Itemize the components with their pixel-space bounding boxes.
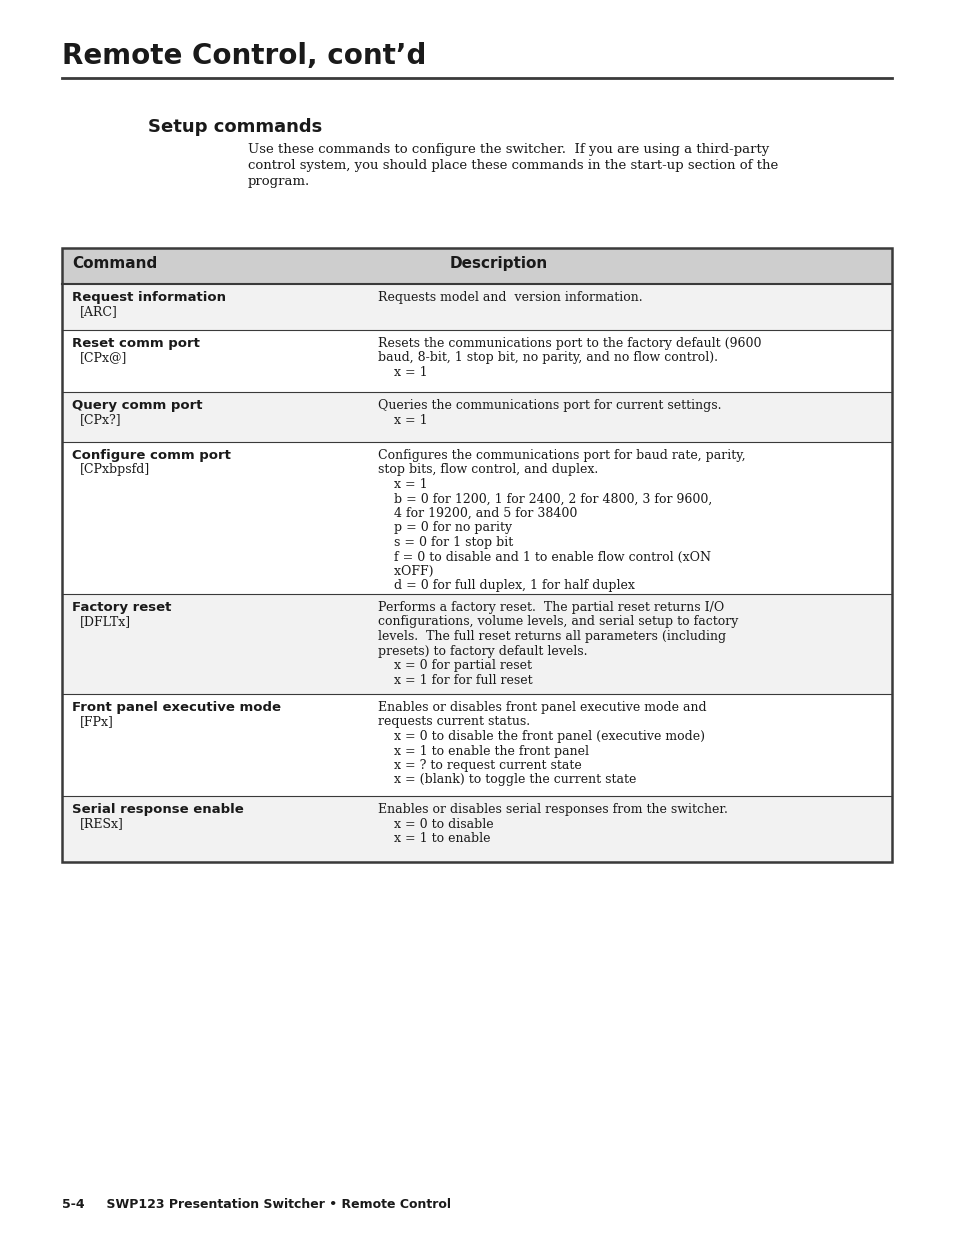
Text: configurations, volume levels, and serial setup to factory: configurations, volume levels, and seria… (377, 615, 738, 629)
Text: stop bits, flow control, and duplex.: stop bits, flow control, and duplex. (377, 463, 598, 477)
Text: baud, 8-bit, 1 stop bit, no parity, and no flow control).: baud, 8-bit, 1 stop bit, no parity, and … (377, 352, 718, 364)
Text: Request information: Request information (71, 291, 226, 304)
Bar (62, 248, 891, 284)
Bar (62, 248, 891, 862)
Text: Remote Control, cont’d: Remote Control, cont’d (62, 42, 426, 70)
Text: xOFF): xOFF) (377, 564, 433, 578)
Text: [CPx?]: [CPx?] (80, 412, 121, 426)
Text: Queries the communications port for current settings.: Queries the communications port for curr… (377, 399, 720, 412)
Text: Description: Description (450, 256, 548, 270)
Bar (62, 797, 891, 862)
Text: x = 0 to disable: x = 0 to disable (377, 818, 493, 830)
Text: levels.  The full reset returns all parameters (including: levels. The full reset returns all param… (377, 630, 725, 643)
Text: 5-4     SWP123 Presentation Switcher • Remote Control: 5-4 SWP123 Presentation Switcher • Remot… (62, 1198, 451, 1212)
Text: x = 1: x = 1 (377, 366, 427, 379)
Text: Configure comm port: Configure comm port (71, 450, 231, 462)
Bar (62, 594, 891, 694)
Text: x = 1: x = 1 (377, 414, 427, 426)
Text: x = 1 to enable the front panel: x = 1 to enable the front panel (377, 745, 588, 757)
Bar (62, 694, 891, 797)
Text: x = 1 for for full reset: x = 1 for for full reset (377, 673, 532, 687)
Text: Command: Command (71, 256, 157, 270)
Bar (62, 391, 891, 442)
Text: program.: program. (248, 175, 310, 188)
Text: [ARC]: [ARC] (80, 305, 118, 317)
Text: Resets the communications port to the factory default (9600: Resets the communications port to the fa… (377, 337, 760, 350)
Text: x = (blank) to toggle the current state: x = (blank) to toggle the current state (377, 773, 636, 787)
Text: Configures the communications port for baud rate, parity,: Configures the communications port for b… (377, 450, 745, 462)
Text: Enables or disables serial responses from the switcher.: Enables or disables serial responses fro… (377, 803, 727, 816)
Text: Setup commands: Setup commands (148, 119, 322, 136)
Text: [CPx@]: [CPx@] (80, 351, 128, 364)
Text: Use these commands to configure the switcher.  If you are using a third-party: Use these commands to configure the swit… (248, 143, 768, 156)
Text: Performs a factory reset.  The partial reset returns I/O: Performs a factory reset. The partial re… (377, 601, 723, 614)
Text: s = 0 for 1 stop bit: s = 0 for 1 stop bit (377, 536, 513, 550)
Text: Reset comm port: Reset comm port (71, 337, 200, 350)
Text: d = 0 for full duplex, 1 for half duplex: d = 0 for full duplex, 1 for half duplex (377, 579, 634, 593)
Text: x = 1 to enable: x = 1 to enable (377, 832, 490, 845)
Bar (62, 284, 891, 330)
Text: Factory reset: Factory reset (71, 601, 172, 614)
Text: Query comm port: Query comm port (71, 399, 202, 412)
Text: x = 0 for partial reset: x = 0 for partial reset (377, 659, 532, 672)
Text: Serial response enable: Serial response enable (71, 803, 244, 816)
Text: [DFLTx]: [DFLTx] (80, 615, 131, 629)
Text: [CPxbpsfd]: [CPxbpsfd] (80, 463, 150, 475)
Bar (62, 442, 891, 594)
Text: x = 0 to disable the front panel (executive mode): x = 0 to disable the front panel (execut… (377, 730, 704, 743)
Text: x = 1: x = 1 (377, 478, 427, 492)
Text: p = 0 for no parity: p = 0 for no parity (377, 521, 512, 535)
Text: f = 0 to disable and 1 to enable flow control (xON: f = 0 to disable and 1 to enable flow co… (377, 551, 710, 563)
Text: Enables or disables front panel executive mode and: Enables or disables front panel executiv… (377, 701, 706, 714)
Text: [RESx]: [RESx] (80, 818, 124, 830)
Text: x = ? to request current state: x = ? to request current state (377, 760, 581, 772)
Text: requests current status.: requests current status. (377, 715, 530, 729)
Bar (62, 330, 891, 391)
Text: [FPx]: [FPx] (80, 715, 113, 727)
Text: b = 0 for 1200, 1 for 2400, 2 for 4800, 3 for 9600,: b = 0 for 1200, 1 for 2400, 2 for 4800, … (377, 493, 712, 505)
Text: Front panel executive mode: Front panel executive mode (71, 701, 281, 714)
Text: 4 for 19200, and 5 for 38400: 4 for 19200, and 5 for 38400 (377, 508, 577, 520)
Text: control system, you should place these commands in the start-up section of the: control system, you should place these c… (248, 159, 778, 172)
Text: presets) to factory default levels.: presets) to factory default levels. (377, 645, 587, 657)
Text: Requests model and  version information.: Requests model and version information. (377, 291, 642, 304)
